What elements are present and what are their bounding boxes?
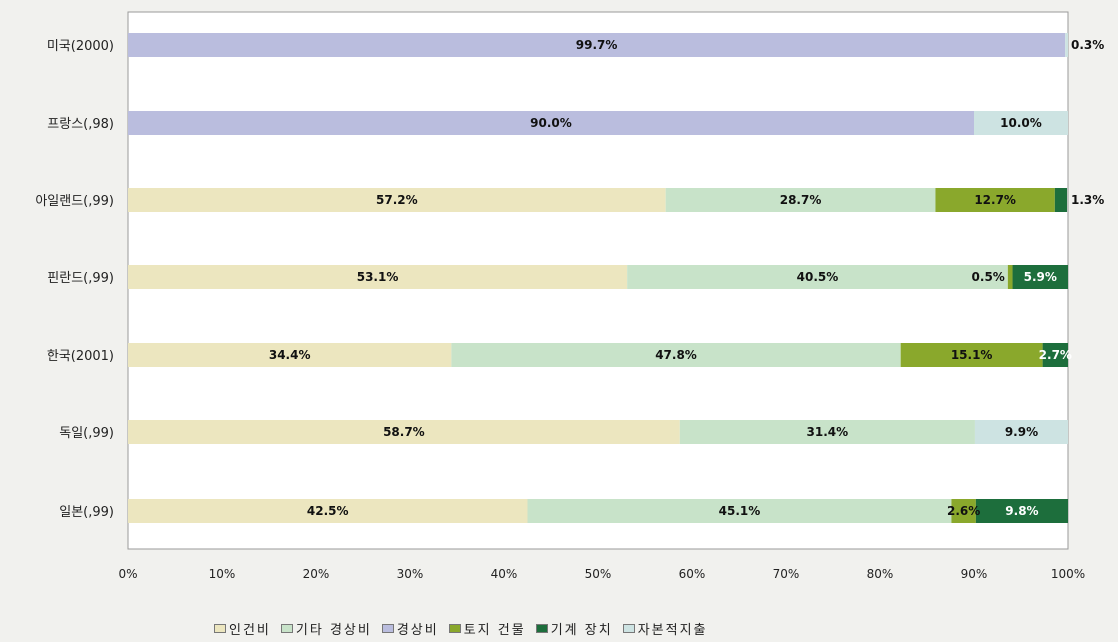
legend-swatch: [381, 623, 394, 633]
bar-segment: [974, 111, 1068, 135]
x-tick-label: 10%: [209, 567, 236, 581]
data-label: 40.5%: [797, 270, 839, 284]
bar-segment: [128, 33, 1066, 57]
bar-segment: [900, 343, 1043, 367]
data-label: 0.3%: [1071, 38, 1104, 52]
bar-segment: [128, 111, 974, 135]
legend-swatch: [214, 623, 226, 633]
legend-swatch: [535, 623, 548, 633]
legend-label: 자본적지출: [637, 622, 708, 638]
x-tick-label: 50%: [585, 567, 612, 581]
category-label: 일본(,99): [59, 505, 114, 520]
legend-label: 경상비: [396, 622, 439, 638]
legend-swatch: [622, 623, 635, 633]
data-label: 0.5%: [972, 270, 1005, 284]
data-label: 10.0%: [1000, 116, 1042, 130]
category-label: 한국(2001): [47, 349, 114, 364]
x-tick-label: 20%: [303, 567, 330, 581]
bar-segment: [1042, 343, 1068, 367]
data-label: 9.9%: [1005, 425, 1038, 439]
category-label: 프랑스(,98): [47, 117, 114, 132]
bars-layer: [128, 33, 1068, 523]
x-tick-label: 70%: [773, 567, 800, 581]
x-tick-label: 60%: [679, 567, 706, 581]
data-label: 99.7%: [576, 38, 618, 52]
category-label: 독일(,99): [59, 426, 114, 441]
bar-segment: [128, 188, 666, 212]
data-label: 2.7%: [1039, 348, 1072, 362]
legend-item: 경상비: [381, 619, 439, 638]
legend-swatch: [448, 623, 461, 633]
legend: 인건비 기타 경상비 경상비 토지 건물 기계 장치 자본적지출: [214, 618, 914, 638]
x-tick-label: 80%: [867, 567, 894, 581]
data-label: 31.4%: [807, 425, 849, 439]
legend-label: 기계 장치: [550, 622, 613, 638]
data-label: 45.1%: [719, 504, 761, 518]
bar-segment: [975, 499, 1068, 523]
bar-segment: [951, 499, 976, 523]
bar-segment: [128, 420, 680, 444]
category-label: 미국(2000): [47, 39, 114, 54]
data-label: 1.3%: [1071, 193, 1104, 207]
legend-item: 토지 건물: [448, 619, 526, 638]
legend-item: 자본적지출: [622, 619, 708, 638]
bar-segment: [665, 188, 936, 212]
data-label: 34.4%: [269, 348, 311, 362]
legend-label: 토지 건물: [463, 622, 526, 638]
bar-segment: [527, 499, 952, 523]
data-label: 28.7%: [780, 193, 822, 207]
data-label: 57.2%: [376, 193, 418, 207]
legend-label: 인건비: [229, 622, 271, 638]
bar-segment: [128, 343, 452, 367]
bar-segment: [974, 420, 1068, 444]
x-tick-label: 100%: [1051, 567, 1085, 581]
data-label: 53.1%: [357, 270, 399, 284]
bar-segment: [679, 420, 975, 444]
bar-segment: [935, 188, 1055, 212]
legend-item: 인건비: [214, 619, 271, 638]
category-labels: 99.7% 0.3% 미국(2000) 90.0% 10.0% 프랑스(,98) 57.2%…: [35, 38, 1104, 520]
data-label: 42.5%: [307, 504, 349, 518]
bar-segment: [451, 343, 901, 367]
x-axis-ticks: 0% 10% 20% 30% 40% 50% 60% 70% 80% 90% 100%: [118, 567, 1085, 581]
legend-label: 기타 경상비: [295, 622, 372, 638]
x-tick-label: 30%: [397, 567, 424, 581]
bar-segment: [627, 265, 1008, 289]
data-label: 9.8%: [1005, 504, 1038, 518]
bar-segment: [1065, 33, 1068, 57]
data-label: 2.6%: [947, 504, 980, 518]
data-label: 47.8%: [655, 348, 697, 362]
bar-segment: [128, 499, 528, 523]
legend-swatch: [280, 623, 293, 633]
data-label: 12.7%: [974, 193, 1016, 207]
category-label: 아일랜드(,99): [35, 194, 114, 209]
data-label: 58.7%: [383, 425, 425, 439]
x-tick-label: 40%: [491, 567, 518, 581]
data-label: 90.0%: [530, 116, 572, 130]
bar-segment: [1012, 265, 1068, 289]
x-tick-label: 90%: [961, 567, 988, 581]
data-label: 5.9%: [1024, 270, 1057, 284]
bar-segment: [128, 265, 628, 289]
x-tick-label: 0%: [118, 567, 137, 581]
legend-item: 기계 장치: [535, 619, 613, 638]
bar-segment: [1007, 265, 1013, 289]
category-label: 핀란드(,99): [47, 271, 114, 286]
data-label: 15.1%: [951, 348, 993, 362]
bar-segment: [1054, 188, 1068, 212]
legend-item: 기타 경상비: [280, 619, 372, 638]
